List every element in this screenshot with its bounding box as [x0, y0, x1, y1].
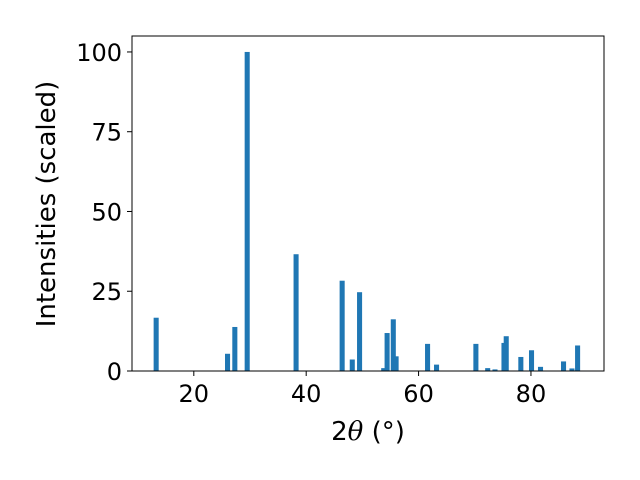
- x-tick-label: 40: [291, 380, 322, 408]
- x-tick-label: 60: [403, 380, 434, 408]
- bar: [339, 280, 345, 371]
- bar: [434, 364, 440, 371]
- bar-series: [153, 51, 581, 371]
- bar: [537, 366, 544, 371]
- bar: [485, 368, 491, 371]
- bar: [492, 369, 498, 371]
- y-axis-ticks: 0 25 50 75 100: [76, 39, 132, 386]
- x-tick-label: 20: [179, 380, 210, 408]
- bar: [232, 326, 238, 371]
- y-tick-label: 100: [76, 39, 122, 67]
- bar: [575, 345, 581, 371]
- bar: [244, 51, 250, 371]
- bar: [473, 343, 479, 371]
- bar: [225, 353, 231, 371]
- x-axis-ticks: 20 40 60 80: [179, 371, 547, 408]
- y-tick-label: 75: [91, 119, 122, 147]
- plot-frame: [131, 35, 605, 372]
- bar: [528, 350, 535, 371]
- bar: [503, 336, 509, 371]
- y-tick-label: 25: [91, 278, 122, 306]
- bar: [381, 368, 387, 371]
- bar: [425, 343, 431, 371]
- bar: [384, 333, 390, 371]
- bar: [561, 361, 567, 371]
- x-axis-label: 2θ (°): [331, 417, 405, 447]
- y-axis-label: Intensities (scaled): [32, 81, 62, 328]
- y-tick-label: 0: [107, 358, 122, 386]
- y-tick-label: 50: [91, 198, 122, 226]
- bar: [518, 356, 524, 371]
- x-tick-label: 80: [516, 380, 547, 408]
- bar: [569, 368, 575, 371]
- bar: [357, 292, 363, 371]
- bar: [393, 356, 399, 371]
- bar: [293, 254, 299, 371]
- bar: [153, 317, 159, 371]
- bar: [390, 319, 396, 371]
- bar: [349, 359, 355, 371]
